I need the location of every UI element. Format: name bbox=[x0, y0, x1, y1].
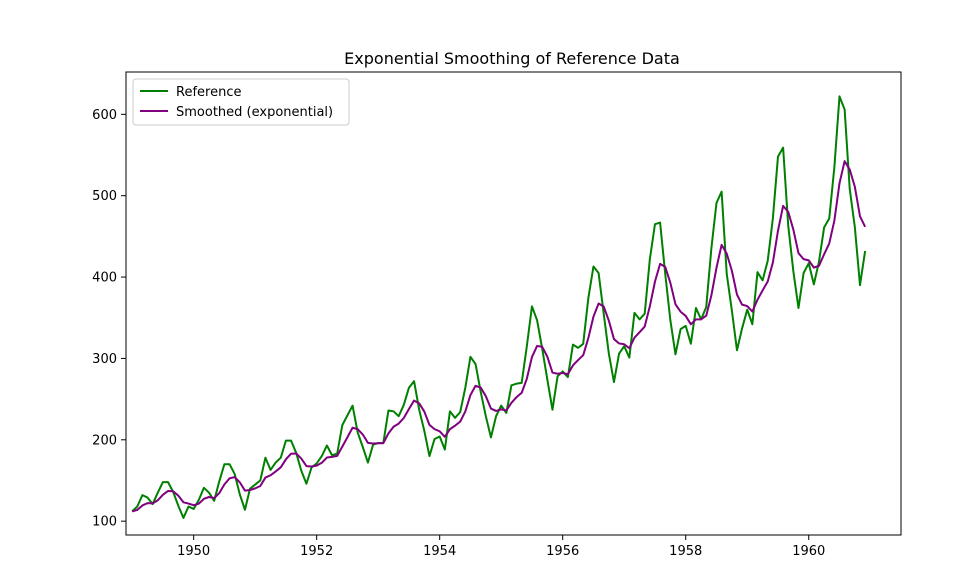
x-tick-label: 1960 bbox=[792, 544, 825, 559]
legend: Reference Smoothed (exponential) bbox=[132, 78, 350, 126]
x-tick-label: 1956 bbox=[546, 544, 579, 559]
legend-box bbox=[132, 78, 350, 126]
legend-label-reference: Reference bbox=[176, 85, 241, 100]
y-tick-label: 100 bbox=[92, 515, 117, 530]
series-layer bbox=[131, 95, 867, 519]
plot-frame bbox=[125, 71, 902, 536]
plot-area bbox=[126, 72, 901, 535]
x-tick-label: 1950 bbox=[177, 544, 210, 559]
x-tick-label: 1954 bbox=[423, 544, 456, 559]
y-tick-label: 500 bbox=[92, 189, 117, 204]
y-tick-label: 300 bbox=[92, 352, 117, 367]
axes-layer: 1950 1952 1954 1956 1958 1960 100 200 300 400 500 6… bbox=[92, 108, 825, 559]
y-tick-label: 200 bbox=[92, 433, 117, 448]
y-tick-label: 400 bbox=[92, 271, 117, 286]
x-tick-label: 1952 bbox=[300, 544, 333, 559]
chart-title: Exponential Smoothing of Reference Data bbox=[344, 49, 680, 68]
x-tick-label: 1958 bbox=[669, 544, 702, 559]
series-line-smoothed bbox=[131, 160, 867, 513]
y-tick-label: 600 bbox=[92, 108, 117, 123]
legend-label-smoothed: Smoothed (exponential) bbox=[176, 105, 333, 120]
